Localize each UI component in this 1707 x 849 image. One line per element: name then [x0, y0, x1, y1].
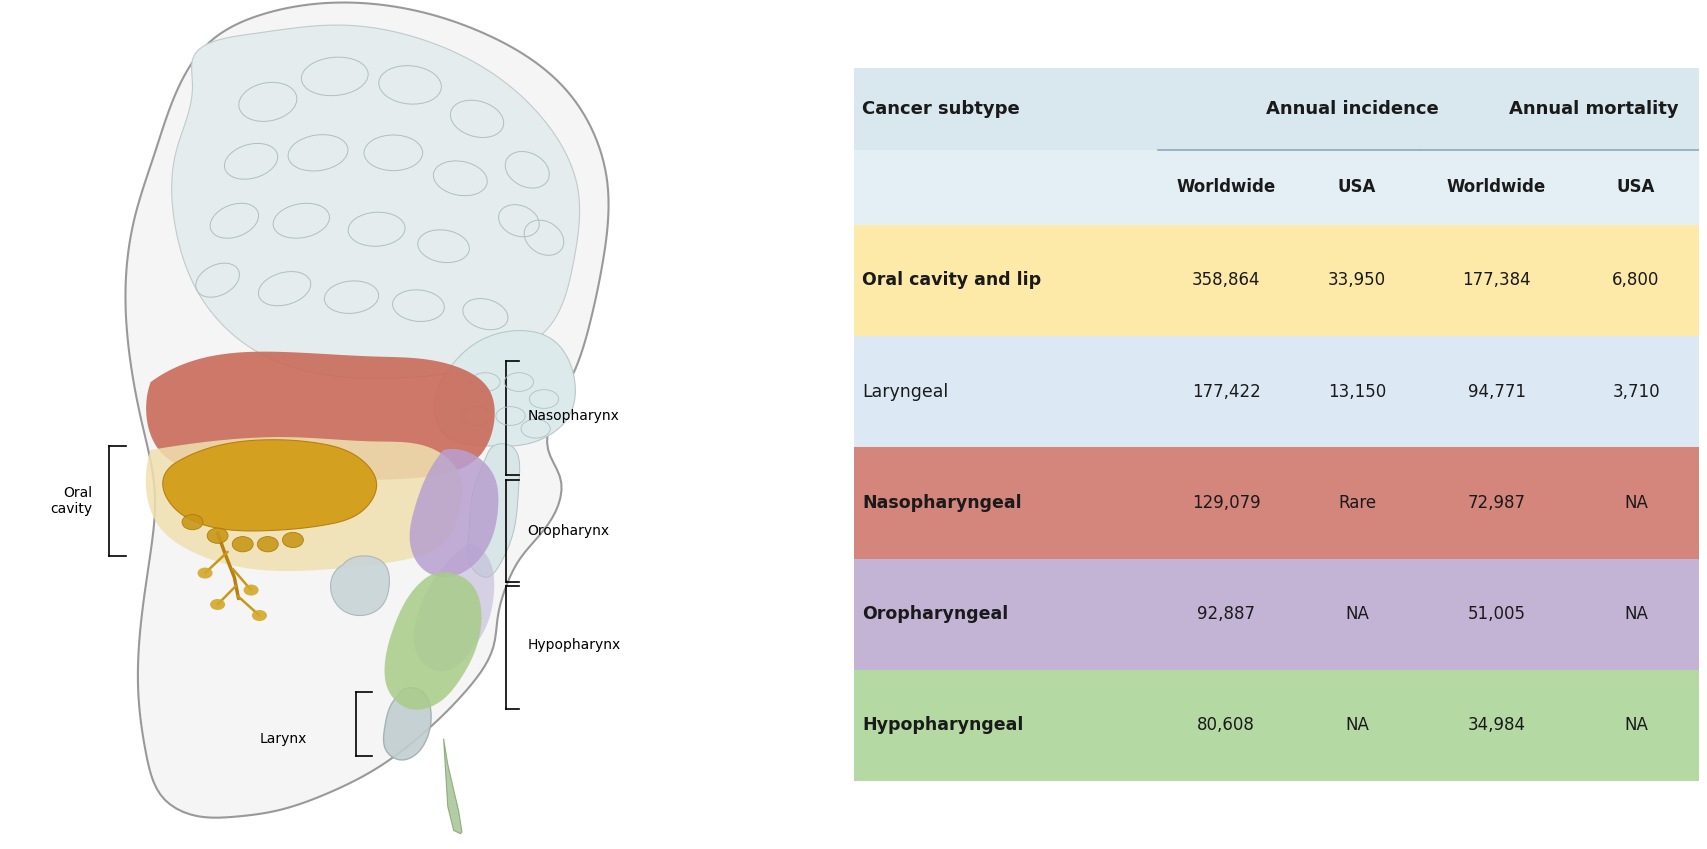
Text: USA: USA	[1617, 178, 1654, 196]
Ellipse shape	[232, 537, 253, 552]
Text: Oropharyngeal: Oropharyngeal	[862, 605, 1009, 623]
Text: NA: NA	[1623, 605, 1647, 623]
Text: Oropharynx: Oropharynx	[527, 524, 609, 537]
Text: 33,950: 33,950	[1328, 272, 1386, 290]
Text: Annual incidence: Annual incidence	[1265, 100, 1439, 118]
FancyBboxPatch shape	[854, 225, 1698, 336]
Text: 34,984: 34,984	[1466, 717, 1524, 734]
Ellipse shape	[183, 514, 203, 530]
Ellipse shape	[207, 528, 229, 543]
Ellipse shape	[198, 567, 212, 579]
Polygon shape	[435, 330, 575, 447]
Polygon shape	[384, 688, 430, 760]
Ellipse shape	[251, 610, 266, 621]
Ellipse shape	[210, 599, 225, 610]
Text: Oral
cavity: Oral cavity	[50, 486, 92, 516]
FancyBboxPatch shape	[854, 68, 1698, 150]
Text: 80,608: 80,608	[1197, 717, 1255, 734]
Text: Worldwide: Worldwide	[1176, 178, 1275, 196]
Text: NA: NA	[1623, 717, 1647, 734]
Polygon shape	[413, 543, 493, 672]
Polygon shape	[147, 351, 495, 480]
Text: 94,771: 94,771	[1466, 383, 1524, 401]
Polygon shape	[331, 556, 389, 616]
Text: 13,150: 13,150	[1326, 383, 1386, 401]
Text: 6,800: 6,800	[1611, 272, 1659, 290]
Text: Hypopharynx: Hypopharynx	[527, 638, 620, 652]
Text: Larynx: Larynx	[259, 732, 307, 745]
Text: Rare: Rare	[1337, 494, 1376, 512]
Polygon shape	[444, 739, 461, 834]
Ellipse shape	[258, 537, 278, 552]
Polygon shape	[468, 444, 519, 577]
Polygon shape	[384, 572, 481, 710]
Text: NA: NA	[1345, 605, 1369, 623]
Text: Oral cavity and lip: Oral cavity and lip	[862, 272, 1041, 290]
FancyBboxPatch shape	[854, 336, 1698, 447]
FancyBboxPatch shape	[854, 447, 1698, 559]
Text: 92,887: 92,887	[1197, 605, 1255, 623]
FancyBboxPatch shape	[854, 559, 1698, 670]
Polygon shape	[125, 3, 608, 818]
Text: 358,864: 358,864	[1191, 272, 1260, 290]
Text: Laryngeal: Laryngeal	[862, 383, 947, 401]
Text: Nasopharyngeal: Nasopharyngeal	[862, 494, 1021, 512]
Polygon shape	[172, 25, 579, 379]
Text: 51,005: 51,005	[1466, 605, 1524, 623]
Text: 177,384: 177,384	[1461, 272, 1529, 290]
Text: NA: NA	[1623, 494, 1647, 512]
Ellipse shape	[282, 532, 304, 548]
Text: USA: USA	[1337, 178, 1376, 196]
FancyBboxPatch shape	[854, 150, 1698, 225]
Text: NA: NA	[1345, 717, 1369, 734]
Text: Annual mortality: Annual mortality	[1507, 100, 1678, 118]
Polygon shape	[410, 449, 498, 577]
Ellipse shape	[244, 584, 258, 596]
Text: Cancer subtype: Cancer subtype	[862, 100, 1019, 118]
Text: Nasopharynx: Nasopharynx	[527, 409, 618, 423]
Text: 129,079: 129,079	[1191, 494, 1260, 512]
Text: Hypopharyngeal: Hypopharyngeal	[862, 717, 1022, 734]
Text: 72,987: 72,987	[1466, 494, 1524, 512]
Polygon shape	[162, 440, 377, 531]
Polygon shape	[145, 437, 463, 571]
FancyBboxPatch shape	[854, 670, 1698, 781]
Text: Worldwide: Worldwide	[1446, 178, 1545, 196]
Text: 3,710: 3,710	[1611, 383, 1659, 401]
Text: 177,422: 177,422	[1191, 383, 1260, 401]
